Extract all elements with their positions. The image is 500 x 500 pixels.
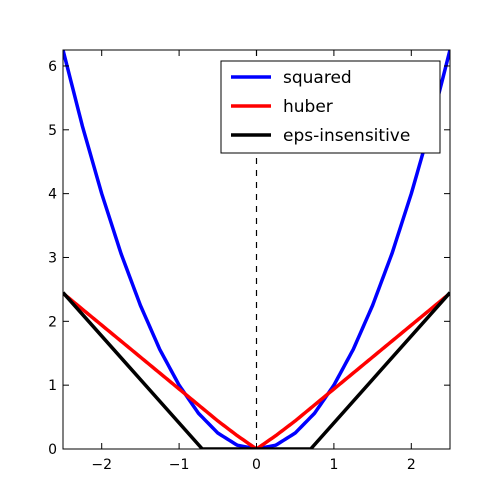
plot-area	[63, 50, 450, 449]
axes: −2 −1 0 1 2 0 1 2 3 4 5 6	[48, 49, 451, 473]
y-tick-label: 6	[48, 59, 57, 75]
x-tick-label: 2	[407, 457, 416, 473]
legend: squared huber eps-insensitive	[220, 60, 441, 154]
x-tick-label: −1	[169, 457, 190, 473]
x-tick-label: 0	[252, 457, 261, 473]
y-tick-label: 4	[48, 187, 57, 203]
series-line-squared	[63, 50, 450, 449]
series-line-huber	[63, 291, 450, 449]
y-tick-label: 1	[48, 378, 57, 394]
series-line-eps-insensitive	[63, 291, 450, 449]
legend-label-eps-insensitive: eps-insensitive	[283, 126, 410, 146]
x-tick-label: −2	[91, 457, 112, 473]
legend-label-squared: squared	[283, 68, 352, 88]
y-tick-label: 0	[48, 442, 57, 458]
legend-label-huber: huber	[283, 97, 333, 117]
y-tick-label: 2	[48, 314, 57, 330]
y-tick-label: 3	[48, 250, 57, 266]
y-tick-label: 5	[48, 123, 57, 139]
x-tick-label: 1	[329, 457, 338, 473]
